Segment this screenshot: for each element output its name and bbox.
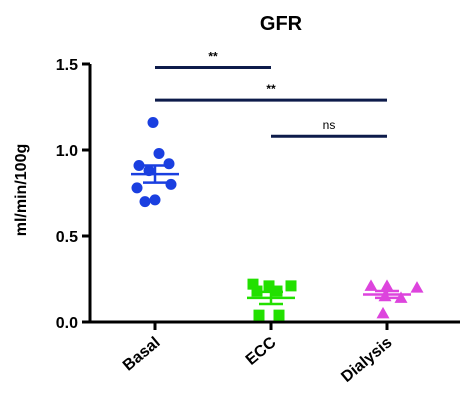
data-point-dialysis <box>380 279 394 291</box>
significance-label: ns <box>323 118 336 132</box>
significance-label: ** <box>208 49 218 63</box>
y-tick-label: 0.5 <box>56 229 78 246</box>
data-point-dialysis <box>364 279 378 291</box>
y-axis-label: ml/min/100g <box>13 144 30 236</box>
data-point-basal <box>149 194 161 206</box>
data-point-ecc <box>273 309 285 321</box>
x-tick-label: ECC <box>243 334 280 369</box>
data-point-dialysis <box>394 291 408 303</box>
data-point-basal <box>165 178 177 190</box>
x-tick-label: Basal <box>120 334 164 374</box>
y-tick-label: 1.0 <box>56 143 78 160</box>
data-point-basal <box>163 158 175 170</box>
data-point-dialysis <box>410 281 424 293</box>
data-point-ecc <box>247 278 259 290</box>
data-point-ecc <box>253 309 265 321</box>
data-point-basal <box>153 147 165 159</box>
data-point-dialysis <box>376 306 390 319</box>
significance-label: ** <box>266 82 276 96</box>
y-tick-label: 1.5 <box>56 57 78 74</box>
chart-title: GFR <box>260 13 303 35</box>
y-tick-label: 0.0 <box>56 315 78 332</box>
data-point-ecc <box>263 280 275 292</box>
data-point-basal <box>131 182 143 194</box>
data-point-basal <box>147 116 159 128</box>
data-point-basal <box>133 159 145 171</box>
x-tick-label: Dialysis <box>338 334 395 386</box>
data-point-ecc <box>251 285 263 297</box>
data-point-basal <box>139 196 151 208</box>
data-point-ecc <box>285 280 297 292</box>
chart-marks: 0.0 0.5 1.0 1.5 Basal ECC Dialysis ** ** ns <box>56 49 424 386</box>
